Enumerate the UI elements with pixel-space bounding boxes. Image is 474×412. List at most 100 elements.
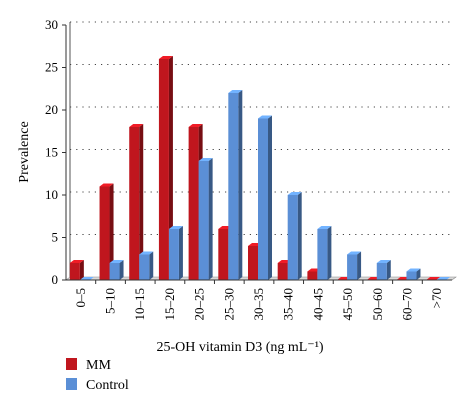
bar-control-5 — [228, 90, 243, 280]
bar-front — [258, 118, 268, 280]
bar-control-4 — [198, 158, 213, 280]
bar-mm-1 — [99, 183, 114, 280]
bar-top — [198, 158, 213, 161]
bar-mm-0 — [69, 260, 84, 280]
bar-control-6 — [258, 115, 272, 280]
bar-control-11 — [406, 268, 421, 280]
y-tick-label: 20 — [45, 102, 58, 117]
bar-control-1 — [109, 260, 124, 280]
y-tick-label: 15 — [45, 145, 58, 160]
bar-front — [406, 271, 417, 280]
bar-top — [347, 251, 362, 255]
bar-top — [158, 56, 173, 59]
legend-item-mm: MM — [66, 358, 111, 373]
x-tick-label: 40–45 — [310, 288, 325, 321]
bar-top — [79, 277, 94, 280]
bar-side — [168, 56, 173, 280]
x-tick-label: 0–5 — [73, 288, 88, 308]
bar-top — [258, 115, 272, 119]
bar-front — [277, 263, 288, 280]
bar-side — [386, 260, 391, 280]
y-tick-label: 0 — [52, 272, 59, 287]
x-tick-label: 25–30 — [221, 288, 236, 321]
bar-control-9 — [347, 251, 362, 280]
bar-side — [178, 226, 183, 280]
bar-side — [79, 260, 84, 280]
bar-front — [248, 246, 258, 280]
bar-top — [228, 90, 243, 93]
x-tick-label: >70 — [429, 288, 444, 308]
bar-front — [168, 229, 179, 280]
bar-top — [436, 277, 451, 280]
y-tick-label: 10 — [45, 187, 58, 202]
bar-side — [109, 183, 114, 280]
legend-label: Control — [86, 378, 129, 393]
bars — [69, 56, 451, 281]
y-axis-label: Prevalence — [17, 121, 32, 182]
y-tick-label: 5 — [52, 230, 59, 245]
x-tick-label: 20–25 — [192, 288, 207, 321]
x-tick-label: 50–60 — [370, 288, 385, 321]
y-tick-label: 25 — [45, 60, 58, 75]
bar-front — [158, 59, 169, 280]
bar-front — [198, 161, 209, 280]
bar-top — [426, 277, 441, 280]
bar-side — [139, 124, 144, 280]
x-axis: 0–5 5–10 10–15 15–20 20–25 25–30 30–35 35–40 40–… — [66, 279, 452, 321]
x-tick-label: 45–50 — [340, 288, 355, 321]
x-tick-label: 10–15 — [132, 288, 147, 321]
bar-top — [129, 124, 144, 127]
bar-side — [327, 226, 332, 280]
bar-side — [149, 251, 154, 280]
bar-side — [238, 90, 243, 280]
x-tick-label: 30–35 — [251, 288, 266, 321]
x-axis-label: 25-OH vitamin D3 (ng mL⁻¹) — [156, 340, 323, 355]
bar-top — [168, 226, 183, 229]
x-tick-label: 15–20 — [162, 288, 177, 321]
bar-side — [297, 192, 302, 280]
bar-mm-3 — [158, 56, 173, 280]
bar-front — [376, 263, 387, 280]
bar-front — [129, 127, 140, 280]
y-axis: 0 5 10 15 20 25 30 — [45, 17, 67, 287]
legend: MM Control — [66, 358, 129, 393]
bar-front — [139, 254, 150, 280]
bar-front — [317, 229, 328, 280]
bar-top — [188, 124, 203, 127]
bar-top — [376, 260, 391, 263]
bar-top — [317, 226, 332, 229]
bar-mm-2 — [129, 124, 144, 280]
bar-front — [69, 263, 80, 280]
bar-front — [287, 195, 298, 280]
x-tick-label: 5–10 — [103, 288, 118, 314]
x-tick-label: 35–40 — [281, 288, 296, 321]
bar-front — [188, 127, 199, 280]
y-tick-label: 30 — [45, 17, 58, 32]
bar-side — [268, 115, 272, 280]
bar-front — [99, 186, 110, 280]
bar-control-7 — [287, 192, 302, 280]
bar-side — [357, 251, 362, 280]
bar-top — [69, 260, 84, 263]
bar-side — [119, 260, 124, 280]
bar-front — [347, 254, 358, 280]
legend-item-control: Control — [66, 378, 129, 393]
bar-top — [406, 268, 421, 272]
bar-top — [287, 192, 302, 195]
bar-front — [218, 229, 229, 280]
bar-side — [416, 268, 421, 280]
bar-control-10 — [376, 260, 391, 280]
bar-top — [139, 251, 154, 255]
legend-swatch — [66, 378, 77, 390]
x-tick-label: 60–70 — [399, 288, 414, 321]
bar-front — [228, 93, 239, 280]
bar-top — [99, 183, 114, 187]
legend-label: MM — [86, 358, 111, 373]
bar-front — [307, 271, 318, 280]
bar-control-3 — [168, 226, 183, 280]
legend-swatch — [66, 358, 77, 370]
bar-top — [109, 260, 124, 263]
gridlines — [69, 21, 452, 277]
bar-control-8 — [317, 226, 332, 280]
